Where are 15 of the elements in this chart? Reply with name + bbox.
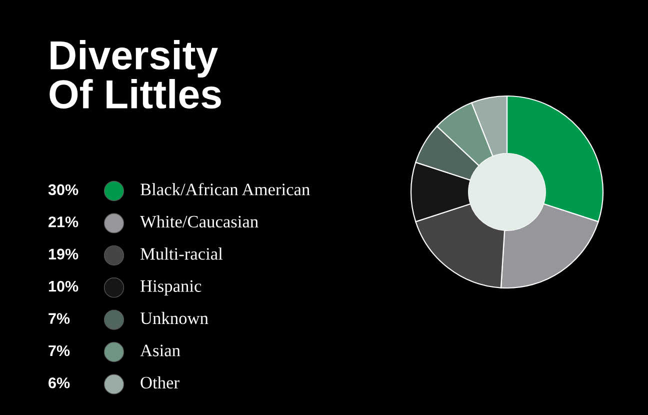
data-label: 30% bbox=[48, 184, 78, 196]
legend-label: Black/African American bbox=[140, 182, 310, 196]
chart-title: Diversity Of Littles bbox=[50, 40, 221, 109]
data-label: 10% bbox=[48, 280, 78, 292]
data-label: 6% bbox=[48, 377, 70, 388]
data-label: 21% bbox=[48, 216, 78, 228]
data-label: 19% bbox=[48, 248, 78, 260]
legend-label: Asian bbox=[140, 344, 180, 356]
data-label: 7% bbox=[48, 313, 70, 324]
legend-label: White/Caucasian bbox=[140, 215, 258, 228]
legend-label: Multi-racial bbox=[140, 248, 223, 260]
legend-label: Other bbox=[140, 376, 180, 389]
legend-label: Unknown bbox=[140, 312, 208, 324]
data-label: 7% bbox=[48, 345, 70, 356]
legend-label: Hispanic bbox=[140, 280, 202, 296]
